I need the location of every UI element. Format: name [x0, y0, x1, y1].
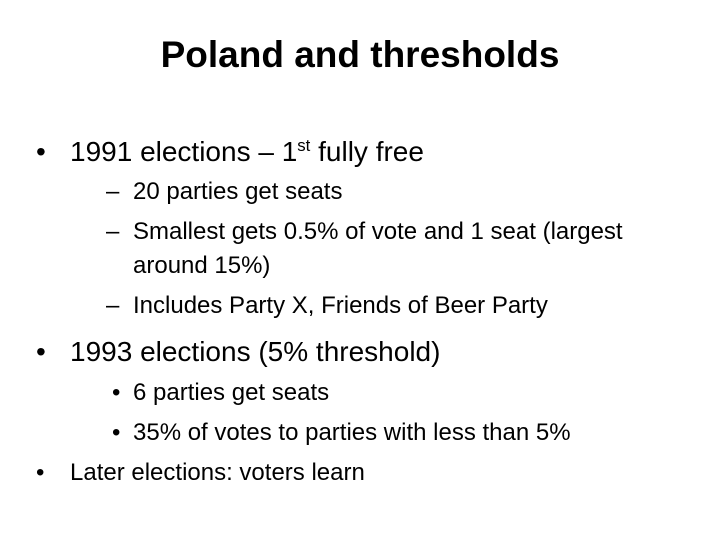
- bullet-text: Later elections: voters learn: [70, 459, 365, 486]
- bullet-text: Includes Party X, Friends of Beer Party: [133, 292, 548, 319]
- bullet-marker: –: [106, 292, 120, 319]
- superscript: st: [297, 135, 311, 155]
- text: 1991 elections – 1: [70, 136, 298, 167]
- bullet-text: 35% of votes to parties with less than 5…: [133, 419, 571, 446]
- bullet-text: 1991 elections – 1st fully free: [70, 136, 424, 168]
- bullet-text: 6 parties get seats: [133, 379, 330, 406]
- text: fully free: [310, 136, 424, 167]
- bullet-text: 20 parties get seats: [133, 178, 343, 205]
- bullet-marker: •: [36, 136, 46, 167]
- bullet-marker: •: [112, 419, 121, 446]
- bullet-text: 1993 elections (5% threshold): [70, 336, 441, 367]
- slide-title: Poland and thresholds: [160, 34, 560, 75]
- bullet-marker: •: [36, 336, 46, 367]
- bullet-text: Smallest gets 0.5% of vote and 1 seat (l…: [133, 218, 623, 245]
- bullet-marker: –: [106, 218, 120, 245]
- bullet-marker: –: [106, 178, 120, 205]
- bullet-marker: •: [112, 379, 121, 406]
- bullet-text: around 15%): [133, 252, 271, 279]
- bullet-marker: •: [36, 459, 45, 486]
